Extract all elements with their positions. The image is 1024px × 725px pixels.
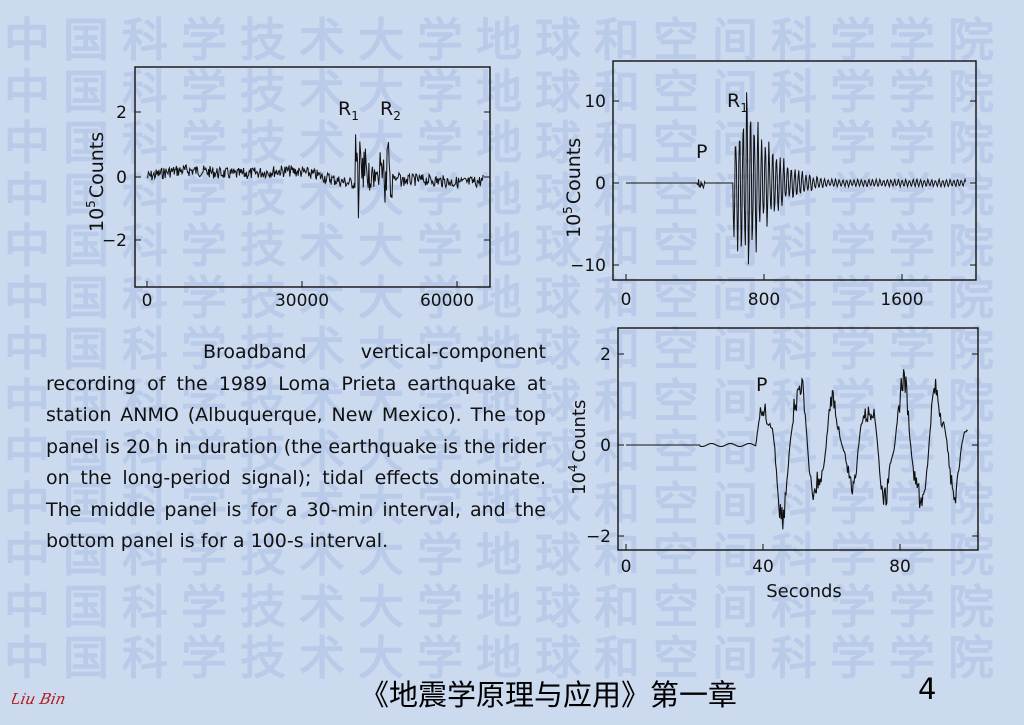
annotation-r2: R2 (380, 98, 401, 123)
svg-text:105Counts: 105Counts (561, 138, 585, 238)
xtick-label: 30000 (275, 291, 329, 311)
annotation-p: P (696, 141, 707, 163)
caption-text: Broadband vertical-component recording o… (46, 341, 546, 552)
plot-frame (617, 327, 979, 551)
ytick-label: 2 (116, 103, 127, 123)
y-axis-label: 105Counts (84, 132, 108, 232)
y-axis-label: 104Counts (566, 400, 590, 495)
annotation-r1: R1 (338, 98, 359, 123)
xtick-label: 80 (889, 557, 911, 577)
ytick-label: −2 (102, 231, 127, 251)
annotation-p: P (756, 374, 767, 396)
svg-text:104Counts: 104Counts (566, 400, 590, 495)
ytick-label: 10 (584, 92, 606, 112)
annotation-r1: R1 (727, 90, 748, 115)
xtick-label: 1600 (880, 290, 923, 310)
figure-caption: Broadband vertical-component recording o… (46, 337, 546, 558)
author-signature: Liu Bin (12, 690, 67, 708)
ytick-label: −2 (586, 527, 611, 547)
ytick-label: 2 (600, 345, 611, 365)
xtick-label: 0 (621, 557, 632, 577)
xtick-label: 800 (748, 290, 780, 310)
xtick-label: 40 (752, 557, 774, 577)
ytick-label: 0 (116, 168, 127, 188)
ytick-label: −10 (570, 256, 606, 276)
ytick-label: 0 (600, 436, 611, 456)
seismogram-trace (626, 92, 967, 265)
slide-footer-title: 《地震学原理与应用》第一章 (360, 678, 738, 712)
ytick-label: 0 (595, 174, 606, 194)
plot-frame (612, 60, 977, 281)
x-axis-label: Seconds (766, 581, 842, 602)
svg-text:Liu Bin: Liu Bin (12, 690, 67, 708)
seismogram-trace (626, 369, 968, 530)
y-axis-label: 105Counts (561, 138, 585, 238)
seismogram-trace (146, 134, 485, 219)
xtick-label: 0 (142, 291, 153, 311)
svg-text:105Counts: 105Counts (84, 132, 108, 232)
xtick-label: 60000 (420, 291, 474, 311)
xtick-label: 0 (621, 290, 632, 310)
page-number: 4 (918, 672, 937, 706)
